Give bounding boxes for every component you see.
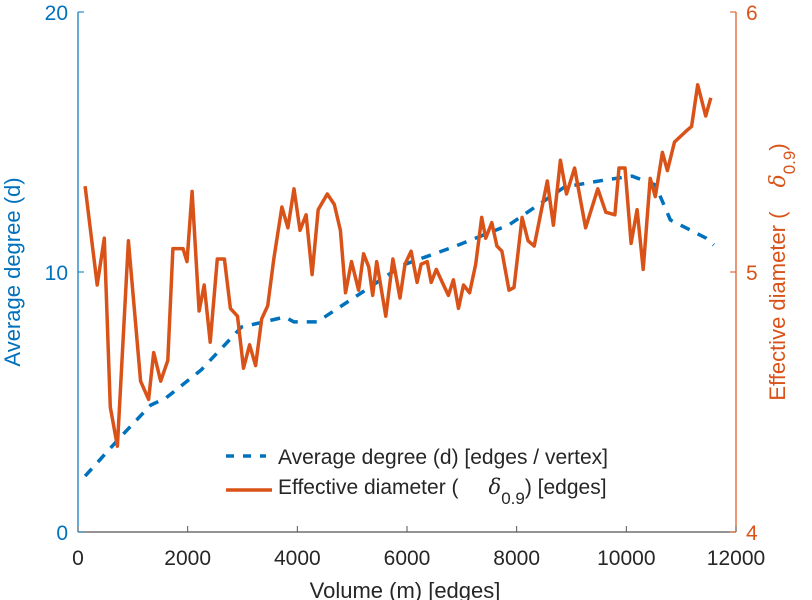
- series-effective-diameter-line: [83, 83, 713, 448]
- x-tick-label: 2000: [164, 547, 211, 570]
- legend-label-effective-diameter: Effective diameter (δ0.9) [edges]: [278, 475, 607, 508]
- y-tick-label-right: 6: [746, 2, 758, 25]
- x-tick-label: 6000: [384, 547, 431, 570]
- x-tick-label: 4000: [274, 547, 321, 570]
- y-tick-label-right: 5: [746, 262, 758, 285]
- y-tick-label-right: 4: [746, 522, 758, 545]
- x-tick-label: 12000: [707, 547, 765, 570]
- y-tick-label-left: 10: [45, 262, 68, 285]
- y-tick-label-left: 20: [45, 2, 68, 25]
- x-tick-label: 8000: [493, 547, 540, 570]
- x-tick-label: 10000: [597, 547, 655, 570]
- y-tick-label-left: 0: [56, 522, 68, 545]
- legend-label-average-degree: Average degree (d) [edges / vertex]: [278, 446, 608, 469]
- legend: Average degree (d) [edges / vertex] Effe…: [226, 446, 608, 508]
- plot-series: [83, 83, 715, 478]
- x-tick-label: 0: [72, 547, 84, 570]
- y-axis-label-right: Effective diameter (δ0.9): [765, 143, 799, 400]
- y-axis-label-left: Average degree (d): [0, 177, 25, 366]
- series-average-degree-line: [83, 174, 715, 478]
- axes: 0 2000 4000 6000 8000 10000 12000 0 10 20 4 5 6: [45, 2, 766, 570]
- x-axis-label: Volume (m) [edges]: [310, 578, 501, 600]
